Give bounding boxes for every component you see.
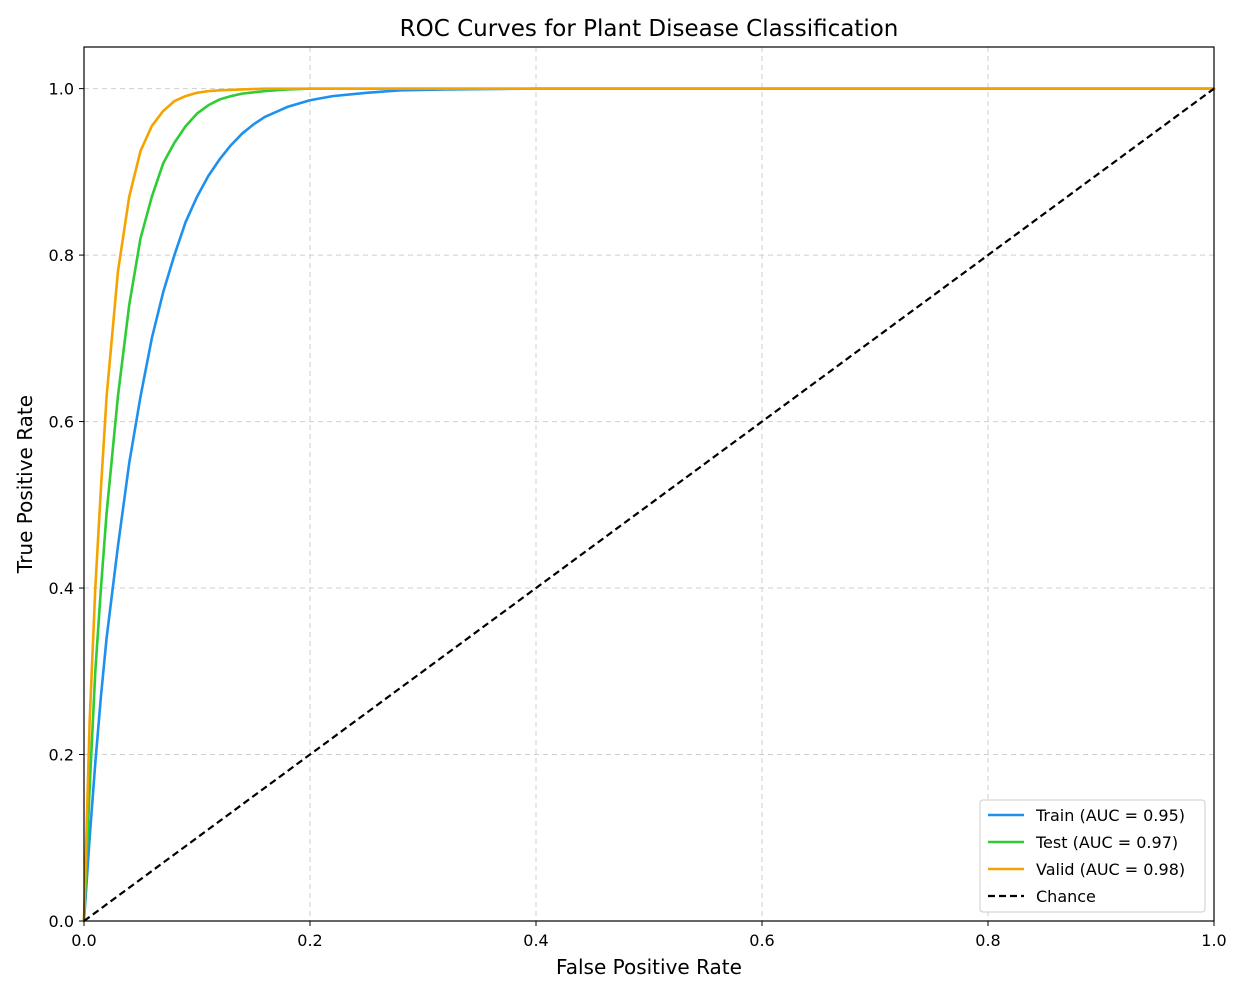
series-line-valid (82, 87, 1216, 923)
x-tick-label: 1.0 (1201, 931, 1226, 950)
chart-title: ROC Curves for Plant Disease Classificat… (400, 16, 899, 42)
series-line-train (82, 87, 1216, 923)
legend-label: Train (AUC = 0.95) (1035, 806, 1185, 825)
legend-label: Chance (1036, 887, 1096, 906)
legend-label: Valid (AUC = 0.98) (1036, 860, 1185, 879)
y-tick-label: 0.2 (49, 746, 74, 765)
y-tick-label: 0.0 (49, 912, 74, 931)
legend-box (979, 799, 1206, 913)
axis-ticks: 0.0 0.2 0.4 0.6 0.8 1.0 0.0 0.2 0.4 0.6 0.8 1.0 (49, 80, 1227, 950)
legend-label: Test (AUC = 0.97) (1035, 833, 1178, 852)
series-line-chance (83, 87, 1215, 922)
x-tick-label: 0.0 (71, 931, 96, 950)
y-tick-label: 0.4 (49, 579, 74, 598)
series-lines (82, 87, 1216, 923)
x-tick-label: 0.2 (297, 931, 322, 950)
y-tick-label: 1.0 (49, 80, 74, 99)
x-tick-label: 0.6 (749, 931, 774, 950)
plot-frame (83, 46, 1215, 922)
x-axis-title: False Positive Rate (556, 955, 742, 979)
grid-lines (83, 47, 1215, 922)
legend: Train (AUC = 0.95) Test (AUC = 0.97) Valid… (979, 799, 1206, 913)
x-tick-label: 0.4 (523, 931, 548, 950)
y-axis-title: True Positive Rate (13, 395, 37, 574)
y-tick-label: 0.6 (49, 413, 74, 432)
x-tick-label: 0.8 (975, 931, 1000, 950)
y-tick-label: 0.8 (49, 246, 74, 265)
